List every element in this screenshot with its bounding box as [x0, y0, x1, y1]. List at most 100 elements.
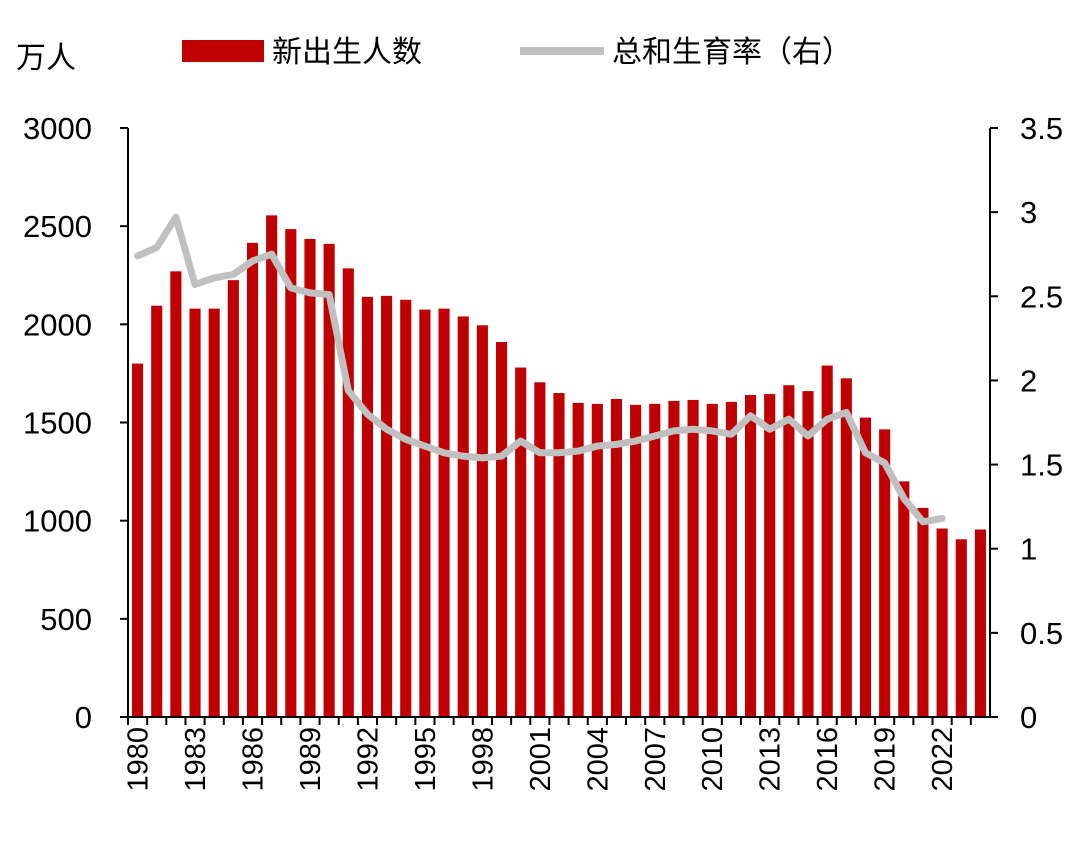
bar-births-2001 — [534, 382, 546, 717]
point-fertility-2022 — [940, 516, 944, 520]
point-fertility-1985 — [231, 272, 235, 276]
bar-births-2017 — [840, 378, 852, 717]
bar-births-2000 — [515, 367, 527, 717]
bar-births-1986 — [246, 242, 259, 717]
bar-births-1981 — [151, 305, 163, 717]
x-tick-label-2004: 2004 — [582, 727, 614, 792]
point-fertility-2021 — [921, 520, 925, 524]
bar-births-1998 — [476, 325, 488, 717]
bar-births-2020 — [898, 481, 910, 717]
point-fertility-2016 — [825, 417, 829, 421]
point-fertility-2013 — [768, 427, 772, 431]
x-tick-label-2016: 2016 — [812, 727, 844, 792]
point-fertility-2003 — [576, 449, 580, 453]
x-tick-label-2019: 2019 — [870, 727, 902, 792]
bar-births-2008 — [668, 400, 680, 717]
right-tick-label-0.5: 0.5 — [1020, 616, 1063, 651]
point-fertility-2010 — [710, 429, 714, 433]
point-fertility-2014 — [787, 417, 791, 421]
point-fertility-2007 — [653, 434, 657, 438]
point-fertility-2002 — [557, 451, 561, 455]
point-fertility-1995 — [423, 444, 427, 448]
bar-births-2003 — [572, 402, 584, 717]
point-fertility-1994 — [404, 437, 408, 441]
x-tick-label-2010: 2010 — [697, 727, 729, 792]
x-tick-label-1989: 1989 — [295, 727, 327, 792]
right-axis-ticks: 0 0.5 1 1.5 2 2.5 3 3.5 — [990, 111, 1063, 735]
right-tick-label-2.5: 2.5 — [1020, 279, 1063, 314]
point-fertility-1989 — [308, 291, 312, 295]
x-tick-label-2001: 2001 — [525, 727, 557, 792]
point-fertility-1990 — [327, 293, 331, 297]
line-series-fertility — [134, 213, 946, 526]
x-tick-label-1992: 1992 — [352, 727, 384, 792]
bar-births-1993 — [381, 295, 393, 717]
point-fertility-2018 — [863, 451, 867, 455]
right-tick-label-1: 1 — [1020, 532, 1037, 567]
bar-births-1987 — [266, 215, 278, 717]
left-tick-label-500: 500 — [40, 602, 92, 637]
bar-births-1980 — [132, 363, 144, 717]
left-tick-label-0: 0 — [75, 700, 92, 735]
right-tick-label-1.5: 1.5 — [1020, 448, 1063, 483]
point-fertility-1992 — [365, 412, 369, 416]
bar-births-1995 — [419, 309, 431, 717]
bar-births-1989 — [304, 238, 316, 717]
bar-births-2016 — [821, 365, 833, 717]
left-tick-label-2500: 2500 — [23, 209, 92, 244]
bar-births-2022 — [936, 528, 948, 717]
bar-births-2015 — [802, 391, 814, 717]
bar-births-1982 — [170, 271, 182, 717]
point-fertility-1993 — [385, 427, 389, 431]
point-fertility-1987 — [270, 252, 274, 256]
point-fertility-1984 — [212, 276, 216, 280]
x-tick-label-2013: 2013 — [755, 727, 787, 792]
bar-births-2023 — [955, 539, 967, 717]
left-axis-unit-label: 万人 — [16, 41, 76, 76]
point-fertility-2019 — [883, 461, 887, 465]
point-fertility-1982 — [174, 215, 178, 219]
bar-births-2004 — [591, 403, 603, 717]
bar-births-2014 — [783, 385, 795, 717]
bar-births-2007 — [649, 403, 661, 717]
x-tick-label-1995: 1995 — [410, 727, 442, 792]
bar-births-1985 — [227, 280, 239, 717]
left-tick-label-1500: 1500 — [23, 406, 92, 441]
point-fertility-2005 — [614, 442, 618, 446]
point-fertility-2015 — [806, 434, 810, 438]
legend-swatch-births — [182, 40, 264, 62]
bar-births-1991 — [342, 268, 354, 717]
left-tick-label-3000: 3000 — [23, 111, 92, 146]
point-fertility-2017 — [844, 410, 848, 414]
right-tick-label-3: 3 — [1020, 195, 1037, 230]
point-fertility-1999 — [500, 454, 504, 458]
bar-series-births — [132, 215, 986, 718]
point-fertility-1980 — [136, 254, 140, 258]
bar-births-2019 — [879, 429, 891, 717]
legend: 新出生人数 总和生育率（右） — [182, 35, 852, 70]
bar-births-2021 — [917, 507, 929, 717]
left-tick-label-2000: 2000 — [23, 307, 92, 342]
bar-births-1997 — [457, 316, 469, 717]
bar-births-2009 — [687, 399, 699, 717]
bar-births-2011 — [725, 401, 737, 717]
bar-births-1984 — [208, 308, 220, 717]
point-fertility-2009 — [691, 427, 695, 431]
left-tick-label-1000: 1000 — [23, 504, 92, 539]
point-fertility-2001 — [538, 451, 542, 455]
legend-label-fertility: 总和生育率（右） — [612, 35, 852, 70]
right-tick-label-2: 2 — [1020, 363, 1037, 398]
bar-births-1990 — [323, 243, 335, 717]
point-fertility-2004 — [595, 444, 599, 448]
bar-births-2024 — [974, 529, 986, 717]
left-axis-ticks: 0 500 1000 1500 2000 2500 3000 — [23, 111, 128, 735]
point-fertility-1997 — [461, 454, 465, 458]
point-fertility-1981 — [155, 245, 159, 249]
point-fertility-2012 — [749, 414, 753, 418]
x-tick-label-2007: 2007 — [640, 727, 672, 792]
point-fertility-1988 — [289, 286, 293, 290]
bar-births-2005 — [610, 398, 623, 717]
bar-births-1999 — [495, 342, 508, 717]
